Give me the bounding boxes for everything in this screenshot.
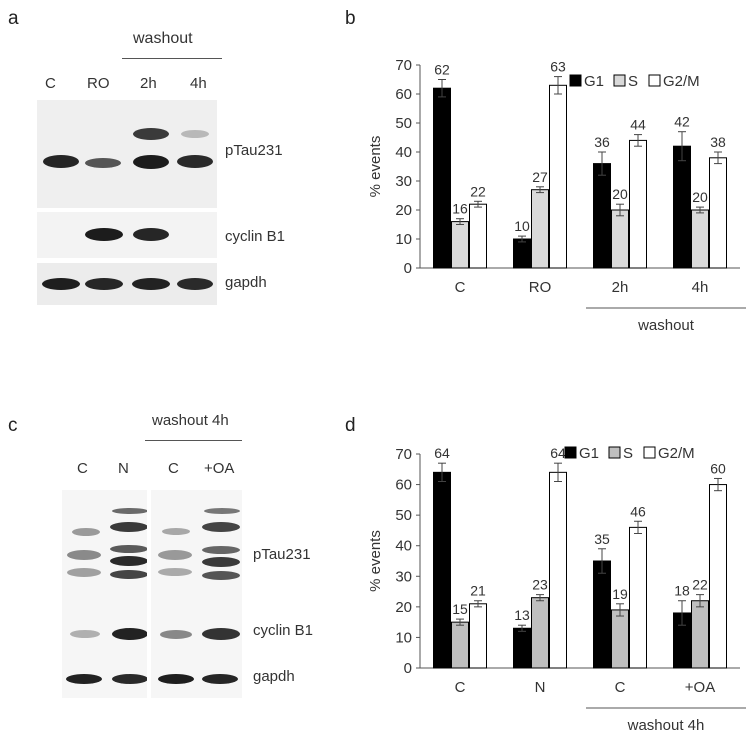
b-category-label: C bbox=[455, 279, 466, 296]
b-ytick-label: 60 bbox=[395, 86, 412, 103]
b-ytick-label: 70 bbox=[395, 57, 412, 74]
b-bar-g1-1 bbox=[513, 238, 531, 269]
b-legend-label: G2/M bbox=[663, 73, 700, 90]
b-category-label: 2h bbox=[612, 279, 629, 296]
washout-header-c: washout 4h bbox=[152, 412, 229, 429]
b-data-label: 63 bbox=[550, 59, 566, 75]
b-data-label: 10 bbox=[514, 218, 530, 234]
band-label-a-cyclinb1: cyclin B1 bbox=[225, 228, 286, 245]
b-data-label: 38 bbox=[710, 134, 726, 150]
b-data-label: 20 bbox=[612, 186, 628, 202]
b-data-label: 44 bbox=[630, 117, 646, 133]
washout-header-a: washout bbox=[133, 30, 193, 47]
b-bar-s-2 bbox=[611, 209, 629, 269]
b-ytick-label: 10 bbox=[395, 231, 412, 248]
b-bar-g2m-1 bbox=[549, 84, 567, 269]
b-data-label: 42 bbox=[674, 114, 690, 130]
b-data-label: 36 bbox=[594, 134, 610, 150]
b-bar-g2m-3 bbox=[709, 157, 727, 269]
band-label-a-ptau231: pTau231 bbox=[225, 142, 283, 159]
washout-line-c bbox=[145, 440, 242, 441]
b-legend-label: S bbox=[628, 73, 638, 90]
panel-letter-d: d bbox=[345, 415, 356, 436]
b-ylabel: % events bbox=[367, 136, 384, 198]
lane-label-c-3: C bbox=[168, 460, 179, 477]
band-label-c-gapdh: gapdh bbox=[253, 668, 295, 685]
blot-c bbox=[62, 490, 242, 698]
b-legend-swatch bbox=[648, 74, 661, 87]
b-bar-g2m-2 bbox=[629, 139, 647, 269]
b-ytick-label: 20 bbox=[395, 202, 412, 219]
b-data-label: 22 bbox=[470, 183, 486, 199]
b-bar-g1-3 bbox=[673, 145, 691, 269]
blot-a-cyclinb1 bbox=[37, 212, 217, 258]
lane-label-a-1: C bbox=[45, 75, 56, 92]
b-data-label: 20 bbox=[692, 189, 708, 205]
b-data-label: 27 bbox=[532, 169, 548, 185]
panel-letter-a: a bbox=[8, 8, 19, 29]
band-label-c-cyclinb1: cyclin B1 bbox=[253, 622, 314, 639]
lane-label-c-1: C bbox=[77, 460, 88, 477]
lane-label-c-4: +OA bbox=[204, 460, 235, 477]
b-data-label: 16 bbox=[452, 201, 468, 217]
lane-label-a-2: RO bbox=[87, 75, 110, 92]
b-bar-g1-0 bbox=[433, 87, 451, 269]
b-group-label: washout bbox=[637, 317, 695, 334]
blot-c-splice bbox=[147, 490, 151, 698]
panel-letter-c: c bbox=[8, 415, 18, 436]
lane-label-a-3: 2h bbox=[140, 75, 157, 92]
b-bar-s-1 bbox=[531, 189, 549, 269]
b-bar-g1-2 bbox=[593, 163, 611, 269]
lane-label-c-2: N bbox=[118, 460, 129, 477]
blot-a-gapdh bbox=[37, 263, 217, 305]
b-bar-s-0 bbox=[451, 221, 469, 269]
b-bar-s-3 bbox=[691, 209, 709, 269]
b-bar-g2m-0 bbox=[469, 203, 487, 269]
panel-letter-b: b bbox=[345, 8, 356, 29]
b-legend-label: G1 bbox=[584, 73, 604, 90]
lane-label-a-4: 4h bbox=[190, 75, 207, 92]
band-label-a-gapdh: gapdh bbox=[225, 274, 267, 291]
b-ytick-label: 0 bbox=[404, 260, 412, 277]
b-category-label: 4h bbox=[692, 279, 709, 296]
b-category-label: RO bbox=[529, 279, 552, 296]
b-legend-swatch bbox=[613, 74, 626, 87]
band-label-c-ptau231: pTau231 bbox=[253, 546, 311, 563]
b-data-label: 62 bbox=[434, 62, 450, 78]
b-ytick-label: 40 bbox=[395, 144, 412, 161]
b-legend-swatch bbox=[569, 74, 582, 87]
blot-a-ptau231 bbox=[37, 100, 217, 208]
b-ytick-label: 50 bbox=[395, 115, 412, 132]
b-ytick-label: 30 bbox=[395, 173, 412, 190]
washout-line-a bbox=[122, 58, 222, 59]
